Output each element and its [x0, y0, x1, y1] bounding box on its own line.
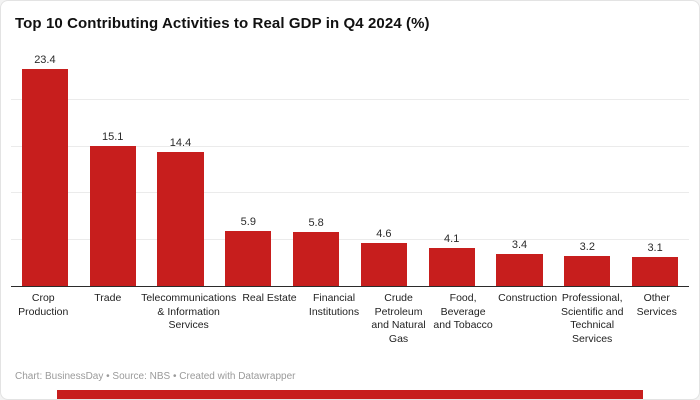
bar	[428, 247, 475, 286]
bar-column: 14.4	[147, 54, 215, 286]
chart-area: 23.4 15.1 14.4 5.9 5.8 4.6 4.1 3.4 3.2 3.1 Crop P…	[1, 54, 699, 347]
plot-area: 23.4 15.1 14.4 5.9 5.8 4.6 4.1 3.4 3.2 3.1	[11, 54, 689, 287]
gridline	[11, 192, 689, 194]
bar	[157, 152, 204, 286]
bar	[293, 232, 340, 286]
gridline	[11, 145, 689, 147]
bar-column: 4.6	[350, 54, 418, 286]
bar	[21, 69, 68, 286]
category-label: Other Services	[636, 292, 677, 318]
bar	[632, 257, 679, 286]
category-label: Trade	[94, 292, 122, 304]
bar-value-label: 3.1	[647, 242, 663, 255]
category-label: Professional, Scientific and Technical S…	[560, 292, 624, 345]
bar-value-label: 23.4	[34, 54, 56, 66]
category-label: Construction	[498, 292, 558, 304]
gridline	[11, 238, 689, 240]
bar	[225, 231, 272, 286]
bar-value-label: 5.9	[240, 216, 256, 229]
category-label: Crude Petroleum and Natural Gas	[371, 292, 426, 345]
bar-value-label: 3.4	[511, 239, 528, 252]
bar	[89, 145, 136, 286]
bar-column: 3.2	[553, 54, 621, 286]
bar	[360, 243, 407, 286]
category-label: Telecommunications & Information Service…	[141, 292, 237, 332]
chart-credit: Chart: BusinessDay • Source: NBS • Creat…	[15, 371, 296, 382]
bar-column: 23.4	[11, 54, 79, 286]
bar	[496, 254, 543, 286]
bar	[564, 256, 611, 286]
bar-value-label: 3.2	[579, 241, 595, 254]
bar-value-label: 15.1	[101, 130, 124, 143]
bar-column: 3.4	[486, 54, 554, 286]
bar-column: 3.1	[621, 54, 689, 286]
gridline	[11, 99, 689, 101]
category-label: Food, Beverage and Tobacco	[433, 292, 493, 332]
category-label: Real Estate	[242, 292, 297, 304]
bar-column: 5.8	[282, 54, 350, 286]
bar-column: 5.9	[214, 54, 282, 286]
category-label: Financial Institutions	[308, 292, 360, 318]
bar-column: 4.1	[418, 54, 486, 286]
brand-bar	[56, 390, 644, 399]
bar-value-label: 5.8	[308, 217, 324, 230]
bar-value-label: 14.4	[169, 137, 192, 150]
bar-value-label: 4.1	[444, 232, 460, 245]
bar-value-label: 4.6	[376, 228, 392, 241]
category-axis: Crop Production Trade Telecommunications &…	[11, 292, 689, 347]
bar-column: 15.1	[79, 54, 147, 286]
chart-title: Top 10 Contributing Activities to Real G…	[15, 15, 430, 32]
category-label: Crop Production	[18, 292, 69, 318]
